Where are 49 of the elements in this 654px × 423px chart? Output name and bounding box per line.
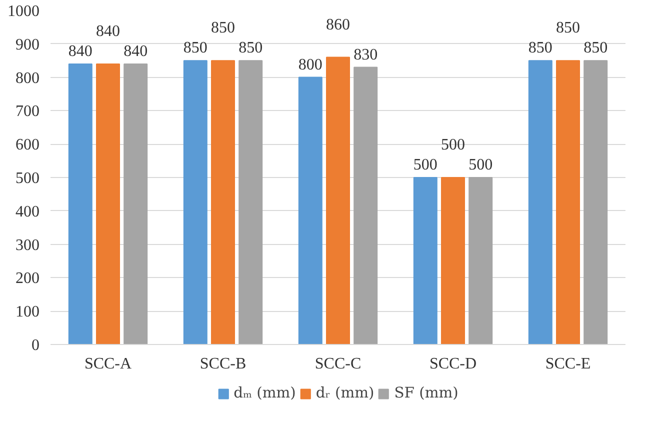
- y-tick-label: 100: [16, 304, 40, 321]
- bar: [354, 66, 378, 344]
- bar: [124, 63, 148, 344]
- x-tick-label: SCC-D: [429, 356, 477, 372]
- data-label: 860: [326, 16, 350, 34]
- bar: [211, 60, 235, 344]
- data-label: 850: [584, 40, 608, 57]
- x-tick-label: SCC-A: [84, 356, 132, 372]
- y-tick-label: 400: [16, 203, 40, 220]
- bar: [68, 63, 92, 344]
- data-label: 850: [238, 40, 263, 57]
- y-tick-label: 800: [16, 70, 40, 87]
- bar: [183, 60, 208, 344]
- x-tick-label: SCC-E: [545, 356, 591, 372]
- y-tick-label: 300: [16, 236, 40, 254]
- bar: [468, 177, 493, 344]
- data-label: 850: [183, 40, 208, 57]
- y-tick-label: 600: [16, 136, 40, 154]
- data-label: 850: [528, 40, 552, 57]
- data-label: 850: [211, 20, 235, 37]
- y-tick-label: 900: [16, 36, 40, 54]
- x-tick-label: SCC-B: [200, 356, 246, 372]
- bar: [298, 76, 322, 344]
- legend-label: dᵣ (mm): [316, 384, 374, 402]
- bar: [96, 63, 120, 344]
- y-tick-label: 0: [32, 337, 40, 354]
- y-tick-label: 200: [16, 270, 40, 288]
- data-label: 850: [556, 20, 580, 37]
- bar: [441, 177, 465, 344]
- data-label: 500: [468, 156, 493, 174]
- bar: [326, 56, 350, 344]
- data-label: 840: [96, 22, 120, 40]
- y-tick-label: 500: [16, 170, 40, 187]
- y-tick-label: 700: [16, 103, 40, 120]
- bar: [238, 60, 263, 344]
- bar: [528, 60, 552, 344]
- legend-label: dₘ (mm): [234, 384, 296, 402]
- x-tick-label: SCC-C: [314, 356, 362, 372]
- data-label: 840: [124, 42, 148, 60]
- data-label: 830: [354, 46, 378, 64]
- data-label: 500: [413, 156, 438, 174]
- bar: [584, 60, 608, 344]
- legend-label: SF (mm): [394, 384, 458, 402]
- data-label: 500: [441, 136, 465, 154]
- y-tick-label: 1000: [8, 3, 40, 20]
- data-label: 800: [298, 56, 322, 74]
- bar: [556, 60, 580, 344]
- bar: [413, 177, 438, 344]
- data-label: 840: [68, 42, 92, 60]
